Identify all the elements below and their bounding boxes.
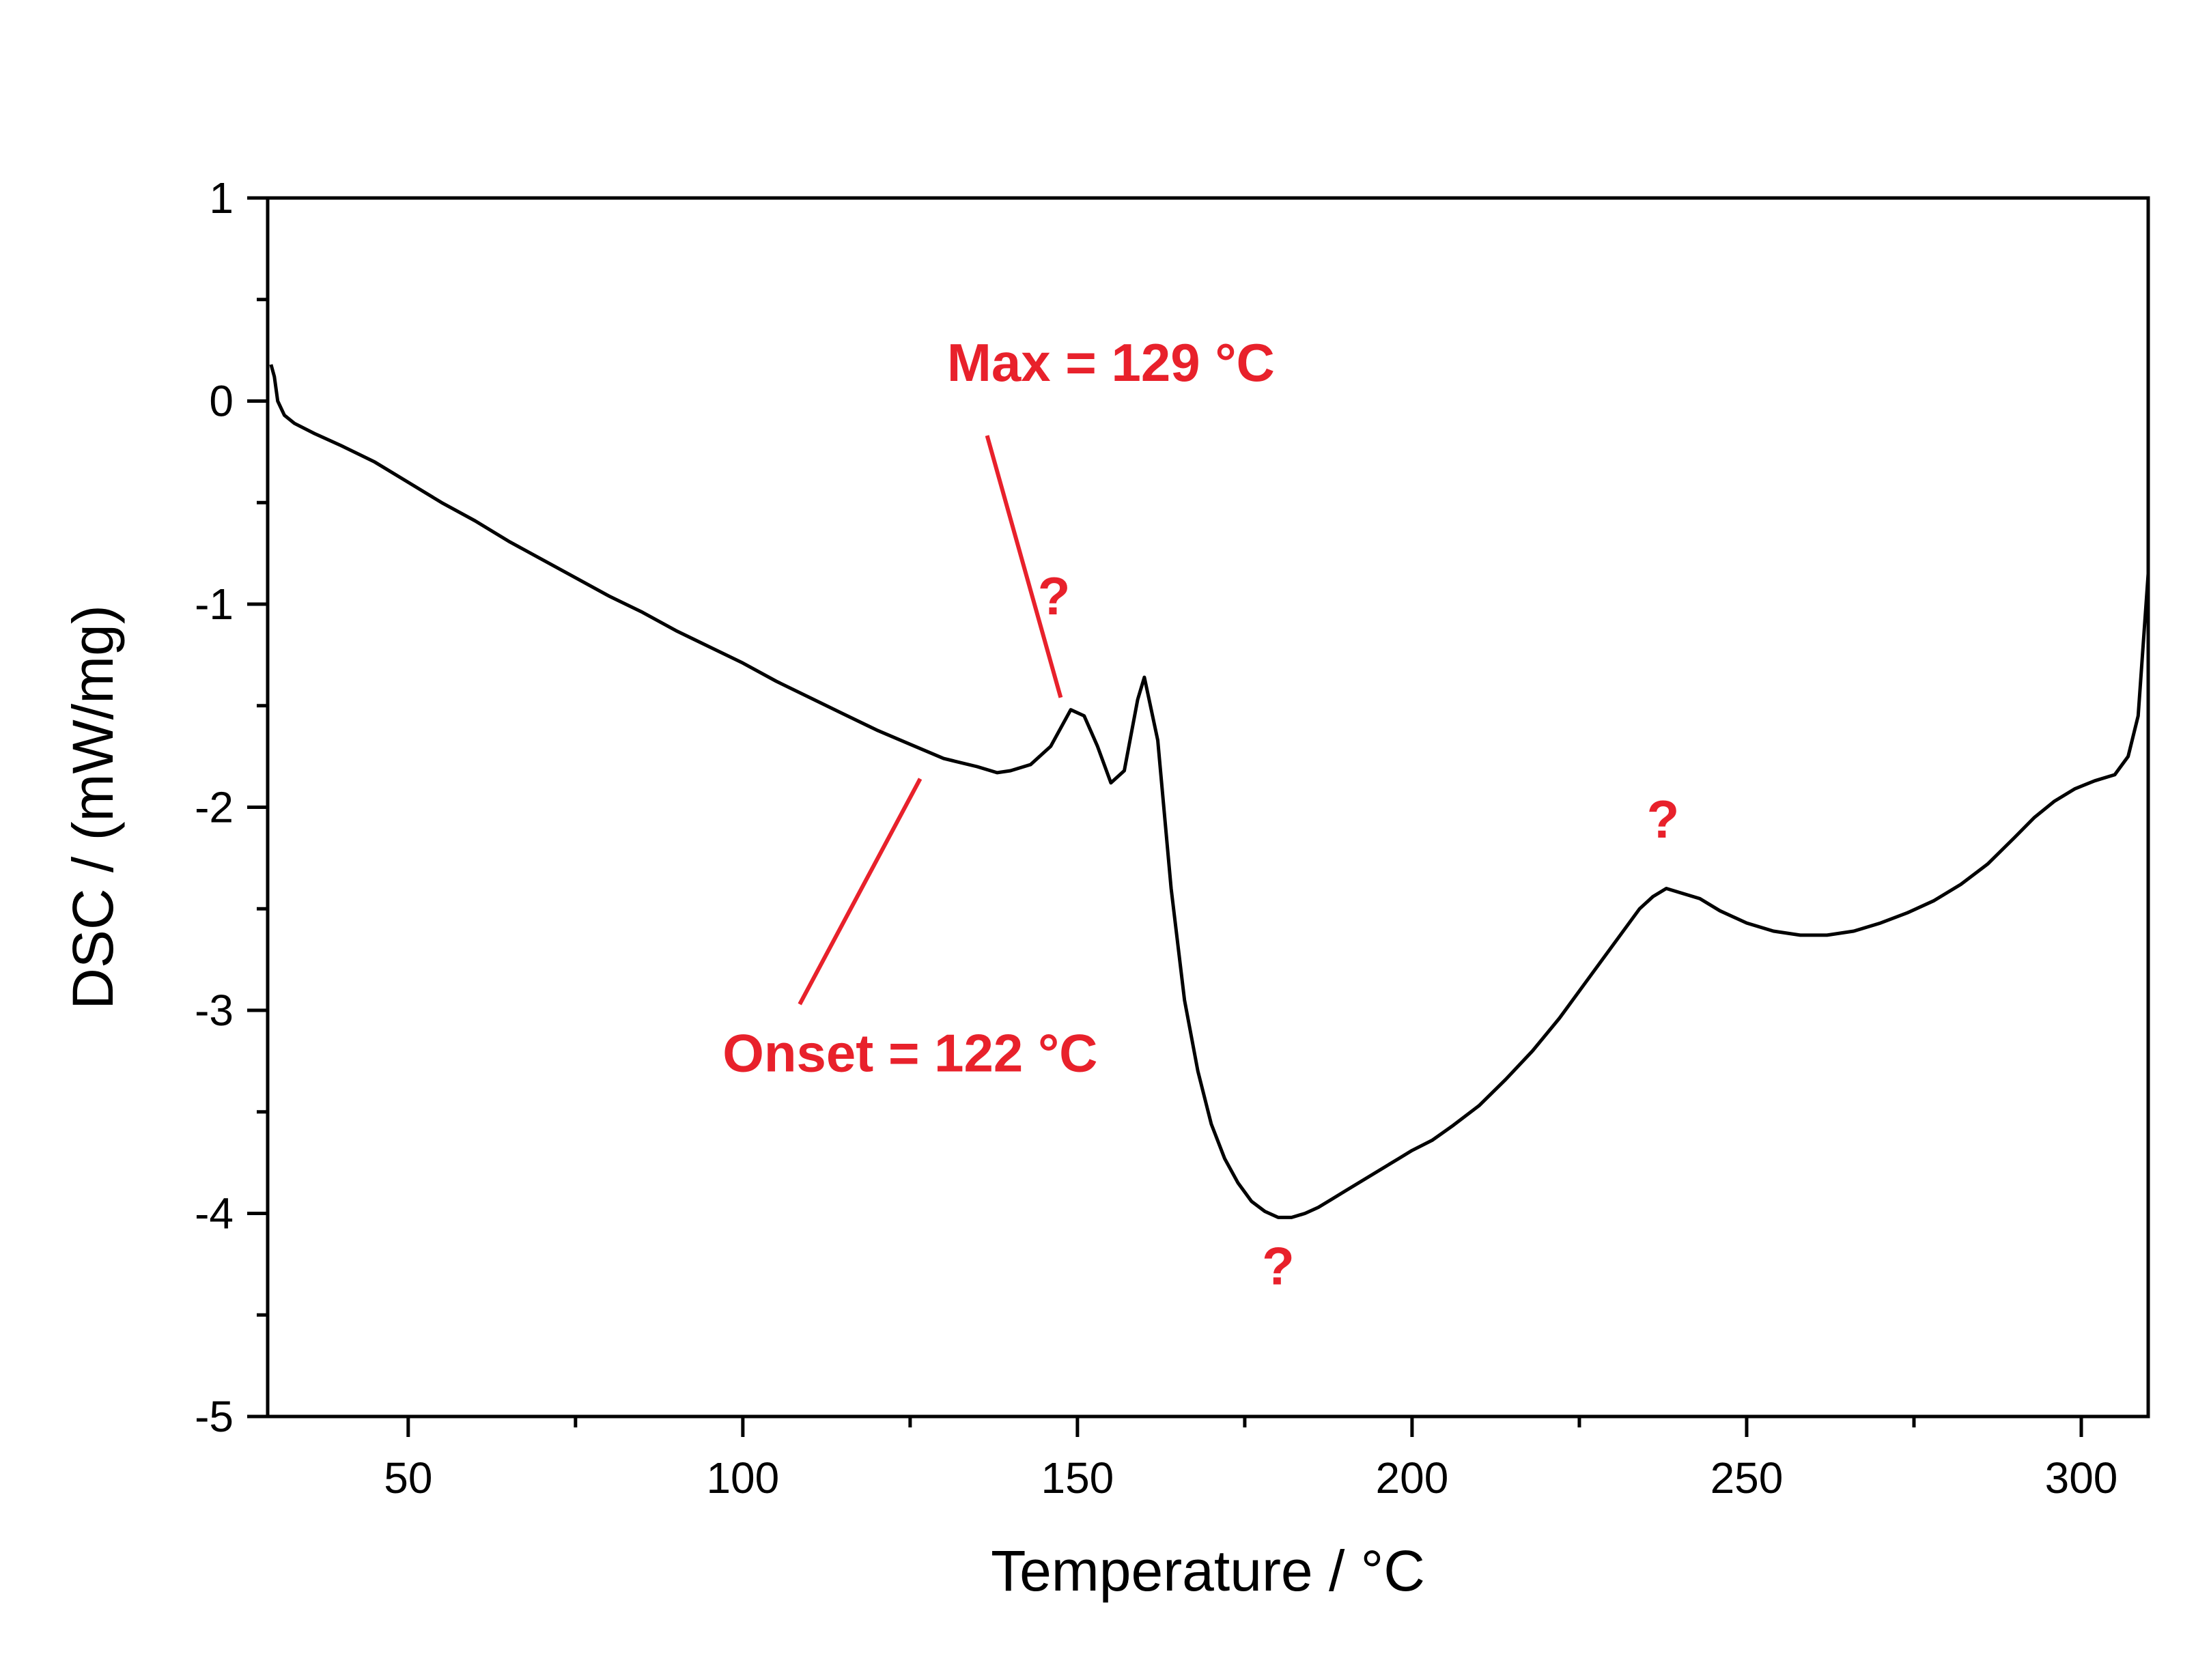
- y-tick-label: -1: [195, 580, 234, 629]
- x-tick-label: 50: [384, 1453, 432, 1503]
- leader-line: [798, 778, 923, 1006]
- annotation-leader-lines: [798, 435, 1063, 1006]
- unknown-event-label: ?: [1038, 566, 1071, 626]
- x-tick-label: 100: [706, 1453, 779, 1503]
- x-tick-label: 250: [1711, 1453, 1784, 1503]
- y-tick-label: -5: [195, 1392, 234, 1441]
- y-tick-label: -3: [195, 986, 234, 1035]
- y-tick-label: -4: [195, 1189, 234, 1238]
- x-tick-label: 300: [2045, 1453, 2118, 1503]
- y-tick-label: 0: [209, 377, 234, 426]
- x-axis-ticks: 50 100 150 200 250 300: [384, 1416, 2117, 1503]
- dsc-curve: [269, 364, 2150, 1219]
- annotation-label: Max = 129 °C: [947, 332, 1275, 393]
- y-tick-label: -2: [195, 783, 234, 832]
- y-axis-title: DSC / (mW/mg): [61, 605, 125, 1010]
- leader-line: [985, 435, 1063, 698]
- x-tick-label: 150: [1041, 1453, 1114, 1503]
- x-tick-label: 200: [1376, 1453, 1449, 1503]
- y-tick-label: 1: [209, 173, 234, 223]
- unknown-event-label: ?: [1647, 789, 1680, 849]
- annotation-label: Onset = 122 °C: [722, 1023, 1097, 1083]
- annotations: Max = 129 °C Onset = 122 °C???: [722, 332, 1679, 1296]
- y-axis-ticks: 1 0 -1 -2 -3 -4 -5: [195, 173, 268, 1441]
- unknown-event-label: ?: [1262, 1236, 1295, 1296]
- x-axis-title: Temperature / °C: [991, 1539, 1425, 1603]
